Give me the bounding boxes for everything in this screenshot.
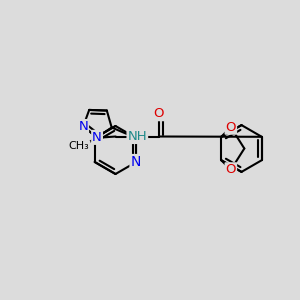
Text: N: N [92,131,102,144]
Text: CH₃: CH₃ [69,141,89,152]
Text: N: N [130,155,141,169]
Text: N: N [78,120,88,133]
Text: NH: NH [128,130,147,143]
Text: O: O [154,107,164,120]
Text: O: O [226,163,236,176]
Text: O: O [226,121,236,134]
